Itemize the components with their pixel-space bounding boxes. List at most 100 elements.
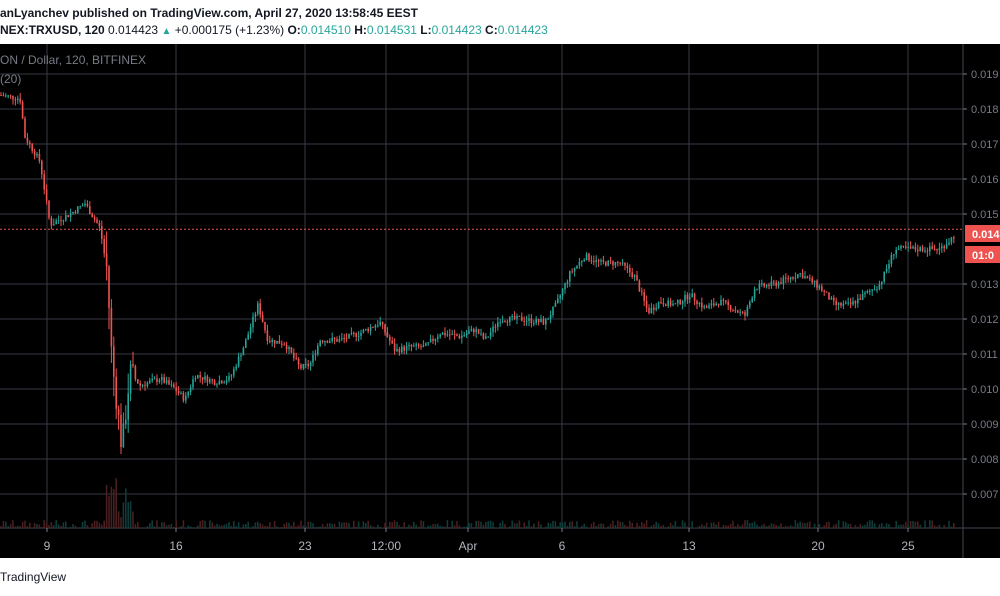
candle-body (89, 206, 91, 215)
volume-bar (177, 527, 180, 528)
low-label: L: (420, 23, 432, 37)
volume-bar (372, 526, 374, 528)
chart-footer: TradingView (0, 560, 1000, 596)
candle-body (842, 303, 845, 306)
volume-bar (62, 522, 65, 528)
volume-bar (41, 526, 43, 528)
candle-body (691, 293, 693, 298)
volume-bar (422, 521, 425, 528)
volume-bar (667, 526, 669, 528)
volume-bar (65, 521, 67, 528)
candle-body (261, 314, 264, 323)
candle-body (420, 346, 422, 348)
candle-body (26, 137, 29, 143)
volume-bar (660, 525, 662, 528)
candle-body (165, 380, 168, 383)
volume-bar (475, 520, 477, 528)
volume-bar (0, 526, 2, 528)
candle-body (511, 315, 513, 317)
candle-body (828, 292, 830, 300)
candle-body (470, 329, 473, 332)
volume-bar (485, 521, 487, 528)
candle-body (744, 312, 746, 316)
volume-bar (432, 524, 434, 528)
candle-body (341, 338, 343, 340)
volume-bar (360, 527, 362, 528)
candle-body (396, 348, 398, 352)
candle-body (427, 342, 429, 344)
symbol-label[interactable]: NEX:TRXUSD, 120 (0, 23, 105, 37)
price-axis[interactable]: 0.019 0.018 0.017 0.016 0.015 0.013 0.012 0.011… (963, 69, 999, 501)
volume-bar (909, 521, 912, 528)
volume-bar (571, 521, 573, 528)
volume-bar (86, 525, 89, 528)
candle-body (489, 332, 492, 337)
volume-bar (638, 525, 641, 528)
candle-body (521, 316, 523, 321)
chart-area[interactable]: 0.019 0.018 0.017 0.016 0.015 0.013 0.012 0.011… (0, 44, 1000, 558)
candle-body (720, 299, 722, 306)
low-value: 0.014423 (431, 23, 482, 37)
candle-body (458, 335, 461, 339)
candle-body (945, 244, 948, 249)
volume-bar (854, 525, 857, 528)
candle-body (295, 357, 297, 359)
time-axis[interactable]: 9 16 23 12:00 Apr 6 13 20 25 (44, 528, 915, 553)
candle-body (869, 290, 871, 292)
volume-bar (885, 523, 888, 528)
volume-bar (401, 526, 403, 528)
publisher-text: anLyanchev published on TradingView.com,… (0, 6, 418, 20)
candle-body (667, 300, 669, 306)
candle-body (573, 268, 576, 272)
volume-bar (153, 526, 156, 528)
volume-bar (48, 525, 50, 528)
candle-body (367, 328, 369, 332)
candle-body (780, 282, 782, 284)
candle-body (141, 385, 144, 387)
volume-bar (38, 524, 41, 528)
volume-bar (379, 526, 381, 528)
volume-bar (444, 526, 446, 528)
candle-body (144, 385, 146, 387)
candle-body (60, 220, 62, 222)
volume-bar (581, 525, 583, 528)
candle-body (492, 326, 494, 333)
volume-bar (746, 520, 749, 528)
time-tick-label: Apr (459, 539, 478, 553)
close-label: C: (485, 23, 498, 37)
volume-bar (953, 522, 955, 528)
volume-bar (792, 526, 794, 528)
volume-bar (770, 523, 773, 528)
volume-bar (828, 521, 830, 528)
candle-body (931, 246, 933, 249)
candle-body (293, 352, 295, 358)
volume-bar (941, 527, 943, 528)
candle-body (81, 205, 84, 207)
volume-bar (24, 520, 26, 528)
volume-bar (317, 526, 319, 528)
volume-bar (525, 525, 528, 528)
volume-bar (357, 521, 360, 528)
candle-body (362, 329, 365, 333)
candle-body (425, 343, 427, 346)
candle-body (540, 319, 542, 323)
candle-body (485, 336, 487, 339)
candle-body (230, 375, 233, 377)
volume-bar (614, 525, 617, 528)
candle-body (233, 368, 235, 376)
volume-bar (300, 520, 302, 528)
candle-body (626, 265, 629, 269)
volume-bar (773, 524, 775, 528)
candle-body (852, 301, 854, 305)
candle-body (475, 329, 477, 333)
volume-bar (307, 521, 309, 528)
price-tick-label: 0.011 (971, 349, 998, 361)
candle-body (204, 376, 206, 380)
volume-bar (545, 526, 547, 528)
price-tick-label: 0.012 (971, 314, 999, 326)
candle-body (758, 284, 761, 290)
open-label: O: (287, 23, 301, 37)
candle-body (69, 213, 72, 218)
candle-body (307, 363, 309, 367)
candlestick-chart[interactable]: 0.019 0.018 0.017 0.016 0.015 0.013 0.012 0.011… (0, 44, 1000, 558)
